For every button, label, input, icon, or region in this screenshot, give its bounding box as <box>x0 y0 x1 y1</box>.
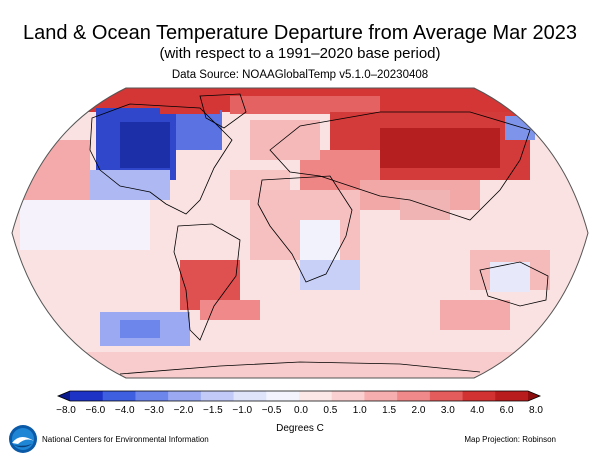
colorbar-tick-label: −2.0 <box>173 405 194 416</box>
colorbar-segment <box>102 391 136 401</box>
colorbar-tick-label: 0.5 <box>323 405 338 416</box>
map-shading <box>12 88 588 378</box>
colorbar-segment <box>233 391 267 401</box>
colorbar-segment <box>364 391 398 401</box>
colorbar-segment <box>495 391 529 401</box>
footer-projection: Map Projection: Robinson <box>464 435 556 444</box>
colorbar-tick-label: 8.0 <box>529 405 543 416</box>
colorbar-tick-label: −0.5 <box>261 405 282 416</box>
us-west-cold-region <box>80 170 170 200</box>
east-africa-neutral-region <box>300 220 340 260</box>
colorbar-tick-label: 6.0 <box>499 405 514 416</box>
colorbar-tick-label: −3.0 <box>144 405 164 416</box>
colorbar-segment <box>58 391 70 401</box>
colorbar-segment <box>331 391 365 401</box>
south-atlantic-warm-region <box>200 300 260 320</box>
colorbar <box>56 390 542 402</box>
tropical-pacific-neutral-region <box>20 200 150 250</box>
africa-outline <box>257 175 353 283</box>
greenland-warm-region <box>160 100 220 114</box>
colorbar-segment <box>70 391 104 401</box>
eurasia-outline <box>269 111 531 221</box>
antarctica-outline <box>119 361 481 375</box>
siberia-core-warm-region <box>380 128 500 168</box>
colorbar-tick-label: 1.5 <box>382 405 397 416</box>
colorbar-tick-label: 4.0 <box>470 405 485 416</box>
colorbar-segment <box>397 391 431 401</box>
colorbar-tick-label: 3.0 <box>440 405 455 416</box>
colorbar-units: Degrees C <box>276 423 324 434</box>
colorbar-segment <box>528 391 540 401</box>
australia-outline <box>479 261 549 307</box>
greenland-outline <box>199 93 247 129</box>
colorbar-outline <box>56 390 542 402</box>
greenland-sea-warm-region <box>230 96 380 114</box>
colorbar-segment <box>266 391 300 401</box>
page-title: Land & Ocean Temperature Departure from … <box>22 22 578 44</box>
colorbar-segment <box>168 391 202 401</box>
labrador-cold-region <box>176 110 222 150</box>
colorbar-tick-label: 2.0 <box>411 405 426 416</box>
colorbar-tick-label: −1.5 <box>203 405 223 416</box>
colorbar-segment <box>135 391 169 401</box>
antarctic-warm-region <box>60 352 540 378</box>
south-america-outline <box>173 223 241 341</box>
north-pacific-warm-region <box>20 140 90 200</box>
colorbar-segment <box>299 391 333 401</box>
colorbar-tick-label: 0.0 <box>294 405 308 416</box>
colorbar-segment <box>462 391 496 401</box>
map-border <box>11 87 589 379</box>
colorbar-tick-label: 1.0 <box>352 405 367 416</box>
north-atlantic-warm-region <box>250 120 320 160</box>
southern-ocean-warm-region <box>440 300 510 330</box>
colorbar-segment <box>200 391 235 401</box>
colorbar-segment <box>429 391 464 401</box>
colorbar-tick-label: −8.0 <box>56 405 76 416</box>
hudson-cold-region <box>120 122 170 168</box>
page-subtitle: (with respect to a 1991–2020 base period… <box>159 45 441 62</box>
south-pacific-core-cold-region <box>120 320 160 338</box>
continent-outlines <box>89 93 549 375</box>
colorbar-tick-label: −4.0 <box>114 405 135 416</box>
south-africa-cold-region <box>300 260 360 290</box>
colorbar-tick-label: −6.0 <box>85 405 106 416</box>
footer-organization: National Centers for Environmental Infor… <box>42 435 209 444</box>
data-source: Data Source: NOAAGlobalTemp v5.1.0–20230… <box>171 69 429 81</box>
colorbar-tick-label: −1.0 <box>232 405 253 416</box>
noaa-logo <box>9 425 37 453</box>
north-america-outline <box>89 103 233 215</box>
